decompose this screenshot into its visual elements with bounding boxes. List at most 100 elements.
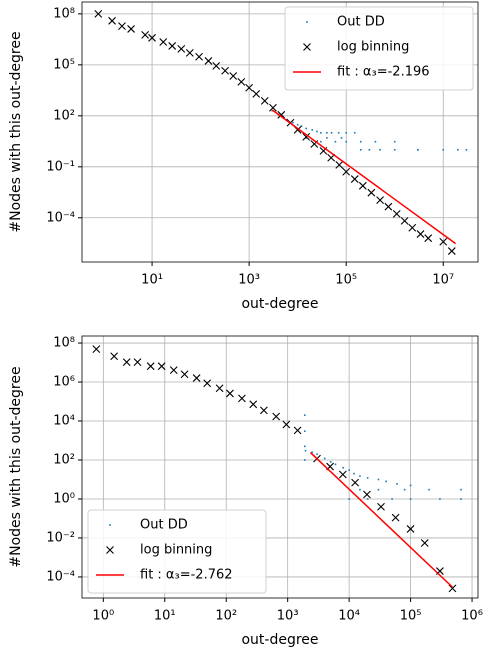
data-point bbox=[238, 394, 246, 403]
legend: Out DD log binning fit : α₃=-2.196 bbox=[284, 6, 474, 91]
data-point bbox=[320, 140, 322, 143]
data-point bbox=[345, 140, 347, 143]
data-point bbox=[335, 160, 344, 169]
legend-label: Out DD bbox=[140, 518, 188, 533]
x-tick-label: 10¹ bbox=[141, 273, 163, 288]
data-point bbox=[148, 33, 156, 42]
data-point bbox=[460, 488, 462, 491]
data-point bbox=[408, 223, 417, 232]
data-point bbox=[406, 525, 415, 533]
data-point bbox=[392, 209, 401, 218]
x-tick-label: 10⁶ bbox=[461, 609, 483, 624]
data-point bbox=[385, 480, 387, 483]
data-point bbox=[159, 38, 168, 46]
data-point bbox=[400, 216, 409, 225]
subplot: 10¹ 10³ 10⁵ 10⁷ 10⁻⁴ 10⁻¹ 10² 10⁵ 10⁸ out-degree #… bbox=[8, 1, 479, 312]
y-tick-label: 10² bbox=[53, 108, 75, 123]
data-point bbox=[391, 498, 393, 500]
data-point bbox=[326, 132, 328, 134]
data-point bbox=[345, 132, 347, 134]
data-point bbox=[391, 513, 400, 522]
data-point bbox=[348, 469, 350, 471]
y-tick-label: 10² bbox=[53, 452, 75, 467]
data-point bbox=[304, 414, 306, 416]
data-point bbox=[316, 453, 318, 455]
data-point bbox=[326, 137, 328, 139]
data-point bbox=[359, 149, 362, 151]
data-point bbox=[460, 498, 462, 500]
data-point bbox=[323, 457, 326, 460]
y-tick-label: 10⁻⁴ bbox=[46, 569, 75, 584]
x-axis-label: out-degree bbox=[241, 632, 318, 648]
y-tick-label: 10⁰ bbox=[53, 491, 75, 506]
data-point bbox=[118, 22, 126, 31]
data-point bbox=[212, 61, 221, 70]
data-point bbox=[221, 66, 229, 75]
x-tick-label: 10⁵ bbox=[400, 609, 422, 624]
data-point bbox=[393, 149, 396, 151]
x-tick-label: 10³ bbox=[238, 273, 260, 288]
legend-swatch bbox=[106, 546, 114, 554]
data-point bbox=[416, 230, 425, 238]
data-point bbox=[252, 90, 261, 98]
data-point bbox=[245, 83, 254, 92]
data-point bbox=[409, 484, 412, 487]
data-point bbox=[363, 490, 371, 499]
x-tick-label: 10⁵ bbox=[335, 273, 357, 288]
data-point bbox=[368, 149, 371, 151]
data-point bbox=[302, 132, 311, 141]
data-point bbox=[377, 478, 380, 481]
data-point bbox=[367, 188, 376, 197]
data-point bbox=[293, 426, 302, 435]
data-point bbox=[300, 125, 303, 127]
y-tick-label: 10⁸ bbox=[53, 336, 75, 351]
y-tick-label: 10⁸ bbox=[53, 6, 75, 21]
plot-marks bbox=[92, 345, 462, 593]
data-point bbox=[127, 25, 135, 33]
axes-frame bbox=[81, 335, 479, 599]
data-point bbox=[260, 96, 269, 105]
data-point bbox=[420, 539, 429, 547]
data-point bbox=[311, 451, 313, 454]
data-point bbox=[442, 149, 445, 151]
data-point bbox=[141, 31, 150, 39]
fit-line bbox=[309, 452, 453, 588]
data-point bbox=[94, 9, 103, 18]
data-point bbox=[448, 584, 457, 593]
data-point bbox=[359, 488, 361, 491]
legend-label: log binning bbox=[140, 543, 212, 558]
data-point bbox=[203, 379, 212, 388]
data-point bbox=[337, 132, 340, 134]
x-tick-label: 10⁷ bbox=[432, 273, 454, 288]
data-point bbox=[351, 478, 359, 487]
y-tick-label: 10⁴ bbox=[53, 414, 75, 429]
data-point bbox=[350, 175, 359, 183]
data-point bbox=[340, 137, 343, 139]
data-point bbox=[277, 110, 286, 119]
data-point bbox=[342, 167, 351, 176]
data-point bbox=[439, 237, 448, 246]
data-point bbox=[424, 234, 433, 243]
data-point bbox=[329, 461, 332, 463]
data-point bbox=[305, 137, 308, 139]
data-point bbox=[110, 352, 119, 361]
fit-line bbox=[271, 109, 457, 245]
data-point bbox=[226, 389, 234, 398]
y-tick-label: 10⁻² bbox=[46, 530, 75, 545]
data-point bbox=[409, 498, 412, 500]
y-tick-label: 10⁻⁴ bbox=[46, 210, 75, 225]
y-axis-label: #Nodes with this out-degree bbox=[8, 31, 24, 232]
data-point bbox=[215, 384, 224, 393]
data-point bbox=[177, 45, 186, 53]
legend-swatch bbox=[306, 21, 308, 23]
data-point bbox=[304, 430, 306, 433]
data-point bbox=[133, 358, 142, 367]
data-point bbox=[358, 181, 367, 190]
legend-swatch bbox=[109, 524, 111, 526]
data-point bbox=[403, 488, 406, 491]
data-point bbox=[185, 48, 194, 57]
data-point bbox=[269, 103, 277, 112]
x-axis-label: out-degree bbox=[241, 296, 318, 312]
data-point bbox=[108, 16, 116, 25]
